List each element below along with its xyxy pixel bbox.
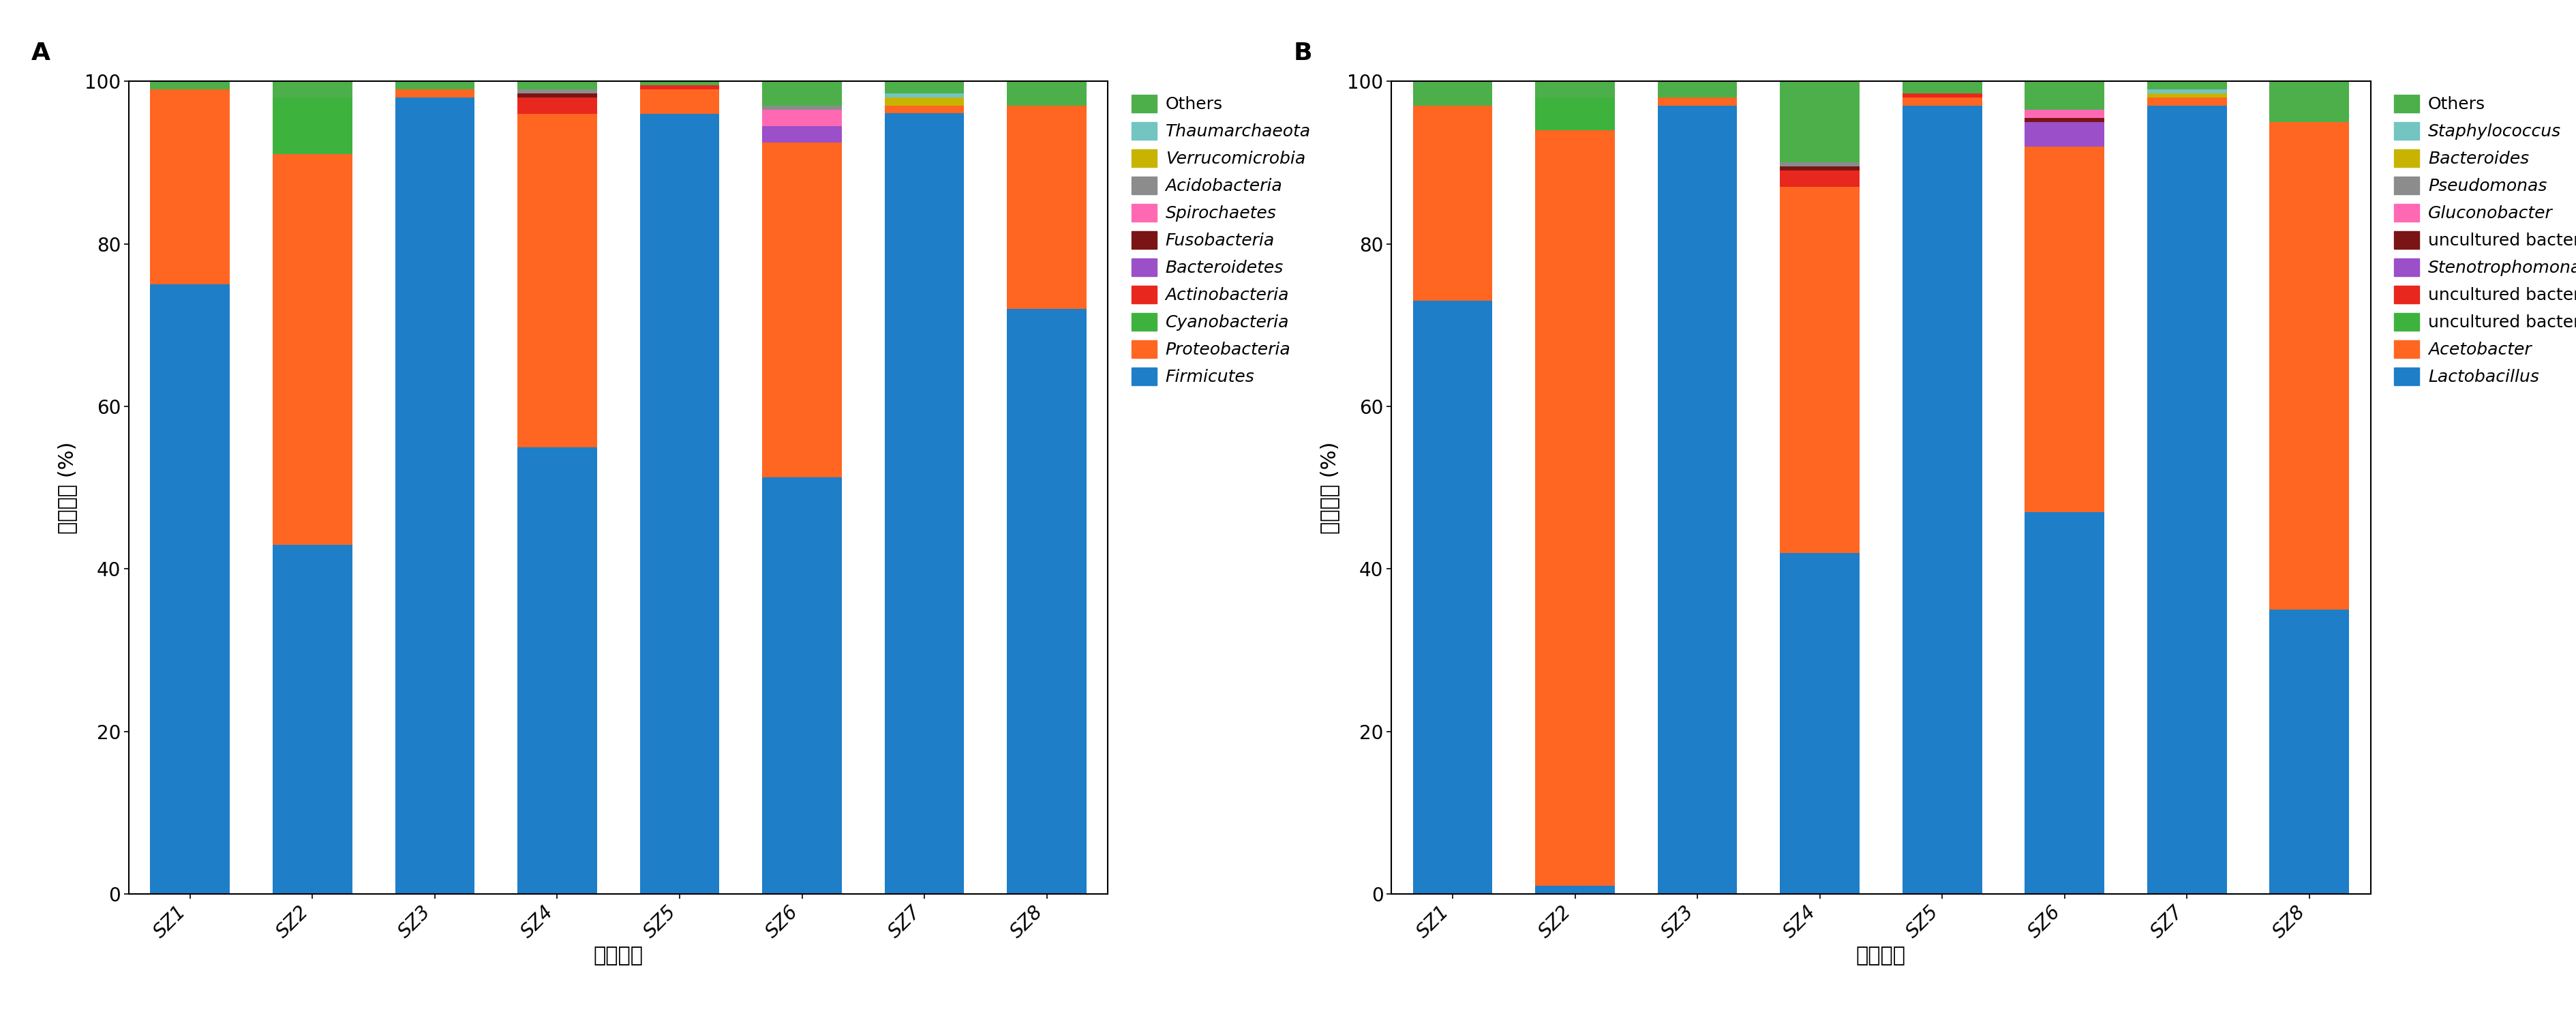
Bar xyxy=(149,81,229,89)
Bar xyxy=(639,89,719,114)
Bar xyxy=(2025,110,2105,118)
Bar xyxy=(1007,81,1087,106)
Bar xyxy=(2146,98,2226,106)
Bar xyxy=(884,93,963,98)
Bar xyxy=(1780,187,1860,553)
Bar xyxy=(1901,98,1981,106)
Bar xyxy=(1780,163,1860,167)
Bar xyxy=(1656,98,1736,106)
Bar xyxy=(762,106,842,110)
Y-axis label: 相对丰度 (%): 相对丰度 (%) xyxy=(1319,442,1340,533)
Bar xyxy=(1901,106,1981,894)
Bar xyxy=(762,81,842,106)
Bar xyxy=(394,81,474,89)
Bar xyxy=(518,93,598,98)
Bar xyxy=(639,114,719,894)
Bar xyxy=(1412,81,1492,106)
Bar xyxy=(1656,106,1736,894)
X-axis label: 样品名称: 样品名称 xyxy=(592,946,644,965)
Bar xyxy=(1901,93,1981,98)
Bar xyxy=(2025,146,2105,512)
Bar xyxy=(762,110,842,126)
Bar xyxy=(1780,171,1860,187)
Bar xyxy=(2025,512,2105,894)
Text: B: B xyxy=(1293,42,1311,65)
Bar xyxy=(2025,81,2105,110)
Bar xyxy=(2269,122,2349,610)
Bar xyxy=(518,98,598,114)
Bar xyxy=(2146,81,2226,89)
Bar xyxy=(2146,93,2226,98)
Bar xyxy=(518,81,598,89)
Bar xyxy=(1780,167,1860,171)
X-axis label: 样品名称: 样品名称 xyxy=(1855,946,1906,965)
Bar xyxy=(884,98,963,106)
Bar xyxy=(1535,130,1615,886)
Bar xyxy=(1535,886,1615,894)
Bar xyxy=(273,545,353,894)
Bar xyxy=(2146,106,2226,894)
Bar xyxy=(273,98,353,154)
Bar xyxy=(518,114,598,447)
Bar xyxy=(518,447,598,894)
Y-axis label: 相对丰度 (%): 相对丰度 (%) xyxy=(57,442,77,533)
Text: A: A xyxy=(31,42,49,65)
Bar xyxy=(639,81,719,85)
Bar xyxy=(762,126,842,142)
Bar xyxy=(1412,106,1492,301)
Bar xyxy=(884,106,963,114)
Bar xyxy=(1007,106,1087,309)
Bar xyxy=(394,98,474,894)
Bar xyxy=(1412,301,1492,894)
Legend: Others, Staphylococcus, Bacteroides, Pseudomonas, Gluconobacter, uncultured bact: Others, Staphylococcus, Bacteroides, Pse… xyxy=(2388,89,2576,391)
Bar xyxy=(149,89,229,284)
Bar xyxy=(2025,118,2105,122)
Bar xyxy=(149,284,229,894)
Bar xyxy=(1007,309,1087,894)
Bar xyxy=(518,89,598,93)
Bar xyxy=(2146,89,2226,93)
Bar xyxy=(2025,122,2105,146)
Bar xyxy=(394,89,474,98)
Bar xyxy=(884,81,963,93)
Legend: Others, Thaumarchaeota, Verrucomicrobia, Acidobacteria, Spirochaetes, Fusobacter: Others, Thaumarchaeota, Verrucomicrobia,… xyxy=(1126,89,1316,391)
Bar xyxy=(762,478,842,894)
Bar xyxy=(1780,553,1860,894)
Bar xyxy=(273,154,353,545)
Bar xyxy=(1656,81,1736,98)
Bar xyxy=(1535,81,1615,98)
Bar xyxy=(2269,81,2349,122)
Bar xyxy=(273,81,353,98)
Bar xyxy=(2269,610,2349,894)
Bar xyxy=(762,142,842,478)
Bar xyxy=(884,114,963,894)
Bar xyxy=(1901,81,1981,93)
Bar xyxy=(639,85,719,89)
Bar xyxy=(1780,81,1860,163)
Bar xyxy=(1535,98,1615,130)
